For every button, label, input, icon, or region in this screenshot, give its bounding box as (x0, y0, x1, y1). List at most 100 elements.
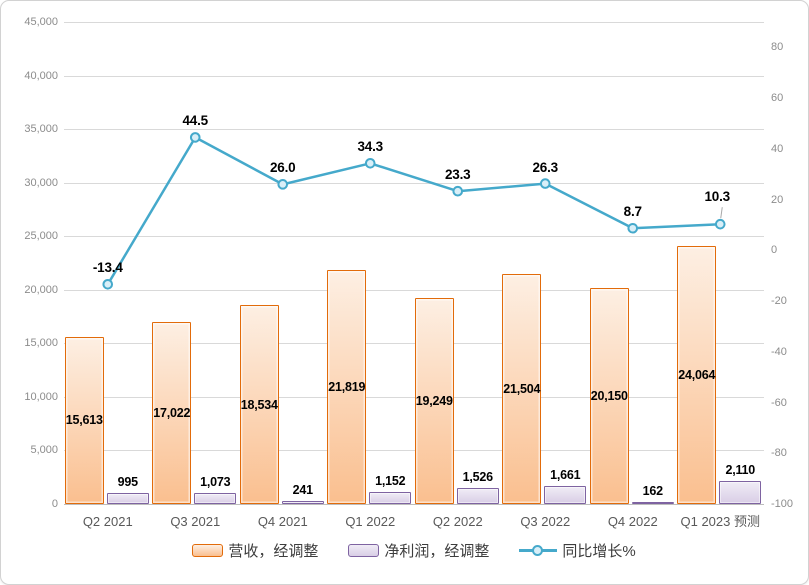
profit-bar[interactable] (194, 492, 237, 504)
revenue-bar[interactable] (239, 305, 279, 504)
y-axis-left-tick: 5,000 (30, 444, 58, 457)
y-axis-left-tick: 35,000 (24, 123, 58, 136)
legend-label-profit: 净利润，经调整 (384, 543, 490, 560)
profit-bar-label: 241 (292, 483, 313, 498)
growth-label: 8.7 (623, 204, 642, 220)
y-axis-right-tick: -80 (771, 447, 787, 460)
x-axis-label: Q1 2023 预测 (680, 514, 761, 529)
profit-bar[interactable] (369, 491, 412, 504)
growth-marker[interactable] (714, 218, 726, 230)
gridline (64, 343, 764, 345)
y-axis-left-tick: 45,000 (24, 16, 58, 28)
x-axis-label: Q2 2021 (82, 514, 133, 529)
profit-bar-label: 1,152 (375, 473, 406, 488)
y-axis-right-tick: 20 (771, 193, 784, 206)
growth-marker[interactable] (364, 158, 376, 169)
legend-item-revenue[interactable]: 营收，经调整 (192, 540, 318, 561)
revenue-bar-label: 21,819 (328, 380, 366, 395)
legend-label-growth: 同比增长% (562, 543, 636, 560)
y-axis-left-tick: 25,000 (24, 230, 58, 243)
profit-bar-label: 995 (117, 475, 138, 490)
y-axis-left-tick: 15,000 (24, 337, 58, 350)
growth-label: 26.3 (532, 159, 559, 175)
revenue-bar[interactable] (64, 336, 104, 504)
x-axis-label: Q4 2022 (607, 514, 658, 529)
y-axis-right-tick: 80 (771, 41, 784, 54)
revenue-bar-label: 18,534 (240, 397, 278, 412)
revenue-bar-label: 15,613 (65, 413, 103, 428)
profit-bar[interactable] (719, 481, 762, 504)
revenue-bar[interactable] (677, 246, 717, 504)
profit-bar[interactable] (544, 486, 587, 504)
revenue-bar[interactable] (502, 273, 542, 504)
profit-bar[interactable] (281, 501, 324, 504)
revenue-bar-label: 21,504 (503, 381, 541, 396)
profit-bar[interactable] (456, 487, 499, 504)
y-axis-right-tick: -100 (771, 498, 794, 510)
growth-marker[interactable] (627, 222, 639, 234)
growth-marker[interactable] (452, 185, 464, 197)
growth-marker[interactable] (189, 132, 201, 143)
y-axis-right-tick: -40 (771, 345, 787, 358)
profit-swatch-icon (348, 544, 380, 557)
profit-bar[interactable] (106, 493, 149, 504)
y-axis-right-tick: 40 (771, 142, 784, 155)
x-axis-label: Q4 2021 (257, 514, 308, 529)
growth-marker[interactable] (539, 178, 551, 189)
growth-marker[interactable] (277, 179, 289, 190)
profit-bar-label: 1,526 (462, 469, 493, 484)
gridline (64, 236, 764, 238)
growth-marker[interactable] (102, 279, 114, 290)
profit-bar-label: 162 (642, 484, 663, 499)
growth-label: 26.0 (270, 160, 296, 176)
y-axis-left-tick: 10,000 (24, 390, 58, 403)
legend-item-profit[interactable]: 净利润，经调整 (348, 540, 489, 561)
growth-label: 23.3 (445, 167, 471, 183)
gridline (64, 75, 764, 77)
y-axis-left-tick: 30,000 (24, 176, 58, 189)
revenue-bar-label: 20,150 (590, 389, 628, 404)
x-axis-label: Q1 2022 (345, 514, 396, 529)
growth-line (106, 136, 721, 285)
y-axis-right-tick: -60 (771, 396, 787, 409)
profit-bar-label: 1,073 (200, 474, 231, 489)
profit-bar[interactable] (631, 502, 674, 505)
revenue-bar-label: 17,022 (153, 405, 191, 420)
profit-bar-label: 1,661 (550, 468, 581, 483)
revenue-swatch-icon (192, 544, 224, 557)
y-axis-left-tick: 20,000 (24, 283, 58, 296)
revenue-bar[interactable] (414, 297, 454, 504)
revenue-bar[interactable] (327, 270, 367, 504)
y-axis-right-tick: -20 (771, 295, 787, 308)
x-axis-label: Q3 2022 (520, 514, 571, 529)
growth-label-leader-line (720, 207, 723, 219)
growth-label: 10.3 (704, 189, 731, 205)
revenue-bar-label: 24,064 (678, 368, 716, 383)
growth-label: 44.5 (182, 113, 209, 129)
y-axis-right-tick: 60 (771, 92, 784, 105)
revenue-bar-label: 19,249 (415, 393, 453, 408)
y-axis-right-tick: 0 (771, 244, 778, 257)
legend-label-revenue: 营收，经调整 (228, 543, 319, 560)
profit-bar-label: 2,110 (725, 463, 756, 478)
legend-item-growth[interactable]: 同比增长% (519, 540, 636, 561)
gridline (64, 182, 764, 184)
gridline (64, 450, 764, 452)
revenue-bar[interactable] (589, 288, 629, 504)
x-axis-line (64, 504, 764, 505)
revenue-bar[interactable] (152, 321, 192, 504)
growth-label: -13.4 (92, 260, 123, 276)
gridline (64, 22, 764, 23)
gridline (64, 396, 764, 398)
gridline (64, 289, 764, 291)
growth-label: 34.3 (357, 139, 384, 155)
gridline (64, 129, 764, 131)
x-axis-label: Q3 2021 (170, 514, 221, 529)
growth-line-swatch-icon (519, 544, 558, 558)
legend: 营收，经调整 净利润，经调整 同比增长% (64, 540, 764, 561)
